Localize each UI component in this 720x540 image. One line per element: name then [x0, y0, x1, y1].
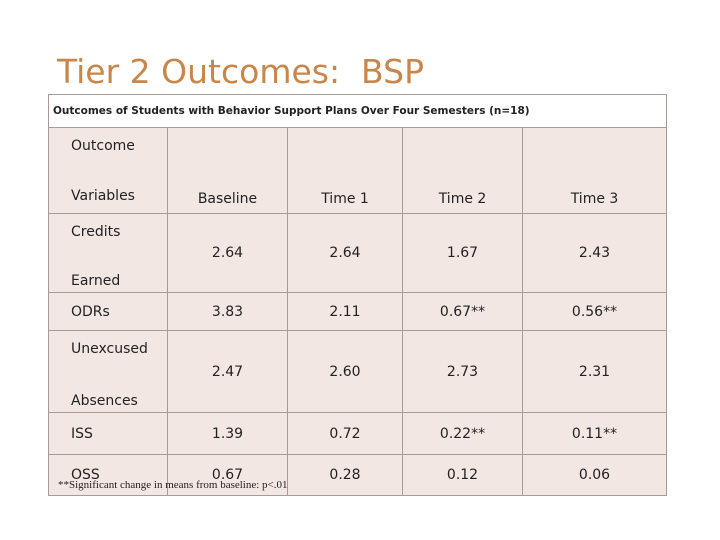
data-row: Credits Earned 2.64 2.64 1.67 2.43 [48, 213, 668, 293]
table-caption: Outcomes of Students with Behavior Suppo… [47, 94, 668, 128]
cell-line: Absences [71, 393, 138, 409]
row-label-cell: ODRs [48, 292, 168, 331]
value-cell: 0.12 [402, 454, 523, 496]
data-row: ODRs 3.83 2.11 0.67** 0.56** [48, 292, 668, 331]
value-cell: Time 3 [521, 127, 668, 214]
value-cell: 2.73 [402, 330, 523, 413]
row-label-cell: OSS [48, 454, 168, 496]
value-cell: 0.72 [287, 412, 403, 455]
value-cell: 3.83 [167, 292, 288, 331]
row-label-cell: ISS [48, 412, 168, 455]
value-cell: 0.28 [287, 454, 403, 496]
cell-line: Earned [71, 273, 121, 289]
value-cell: Time 2 [402, 127, 523, 214]
value-cell: 2.43 [521, 213, 668, 293]
value-cell: 2.64 [287, 213, 403, 293]
footnote: **Significant change in means from basel… [58, 479, 288, 491]
value-cell: 2.47 [167, 330, 288, 413]
value-cell: Baseline [167, 127, 288, 214]
value-cell: 2.31 [521, 330, 668, 413]
cell-line: Variables [71, 188, 135, 204]
cell-lines: Outcome Variables [71, 128, 167, 204]
data-row: OSS 0.67 0.28 0.12 0.06 [48, 454, 668, 496]
value-cell: 2.11 [287, 292, 403, 331]
value-cell: Time 1 [287, 127, 403, 214]
outcomes-table: Outcomes of Students with Behavior Suppo… [47, 94, 668, 496]
slide-title: Tier 2 Outcomes: BSP [57, 52, 424, 91]
cell-lines: Unexcused Absences [71, 331, 167, 409]
value-cell: 2.60 [287, 330, 403, 413]
cell-lines: Credits Earned [71, 214, 167, 289]
caption-row: Outcomes of Students with Behavior Suppo… [47, 94, 668, 128]
row-label-cell: Outcome Variables [48, 127, 168, 214]
value-cell: 2.64 [167, 213, 288, 293]
row-label-cell: Unexcused Absences [48, 330, 168, 413]
cell-line: Outcome [71, 138, 135, 154]
cell-line: Credits [71, 224, 121, 240]
value-cell: 0.22** [402, 412, 523, 455]
value-cell: 0.11** [521, 412, 668, 455]
value-cell: 0.56** [521, 292, 668, 331]
data-row: ISS 1.39 0.72 0.22** 0.11** [48, 412, 668, 455]
header-row: Outcome Variables Baseline Time 1 Time 2 Time… [48, 127, 668, 214]
row-label-cell: Credits Earned [48, 213, 168, 293]
value-cell: 1.39 [167, 412, 288, 455]
value-cell: 1.67 [402, 213, 523, 293]
cell-line: Unexcused [71, 341, 148, 357]
value-cell: 0.06 [521, 454, 668, 496]
data-row: Unexcused Absences 2.47 2.60 2.73 2.31 [48, 330, 668, 413]
value-cell: 0.67** [402, 292, 523, 331]
